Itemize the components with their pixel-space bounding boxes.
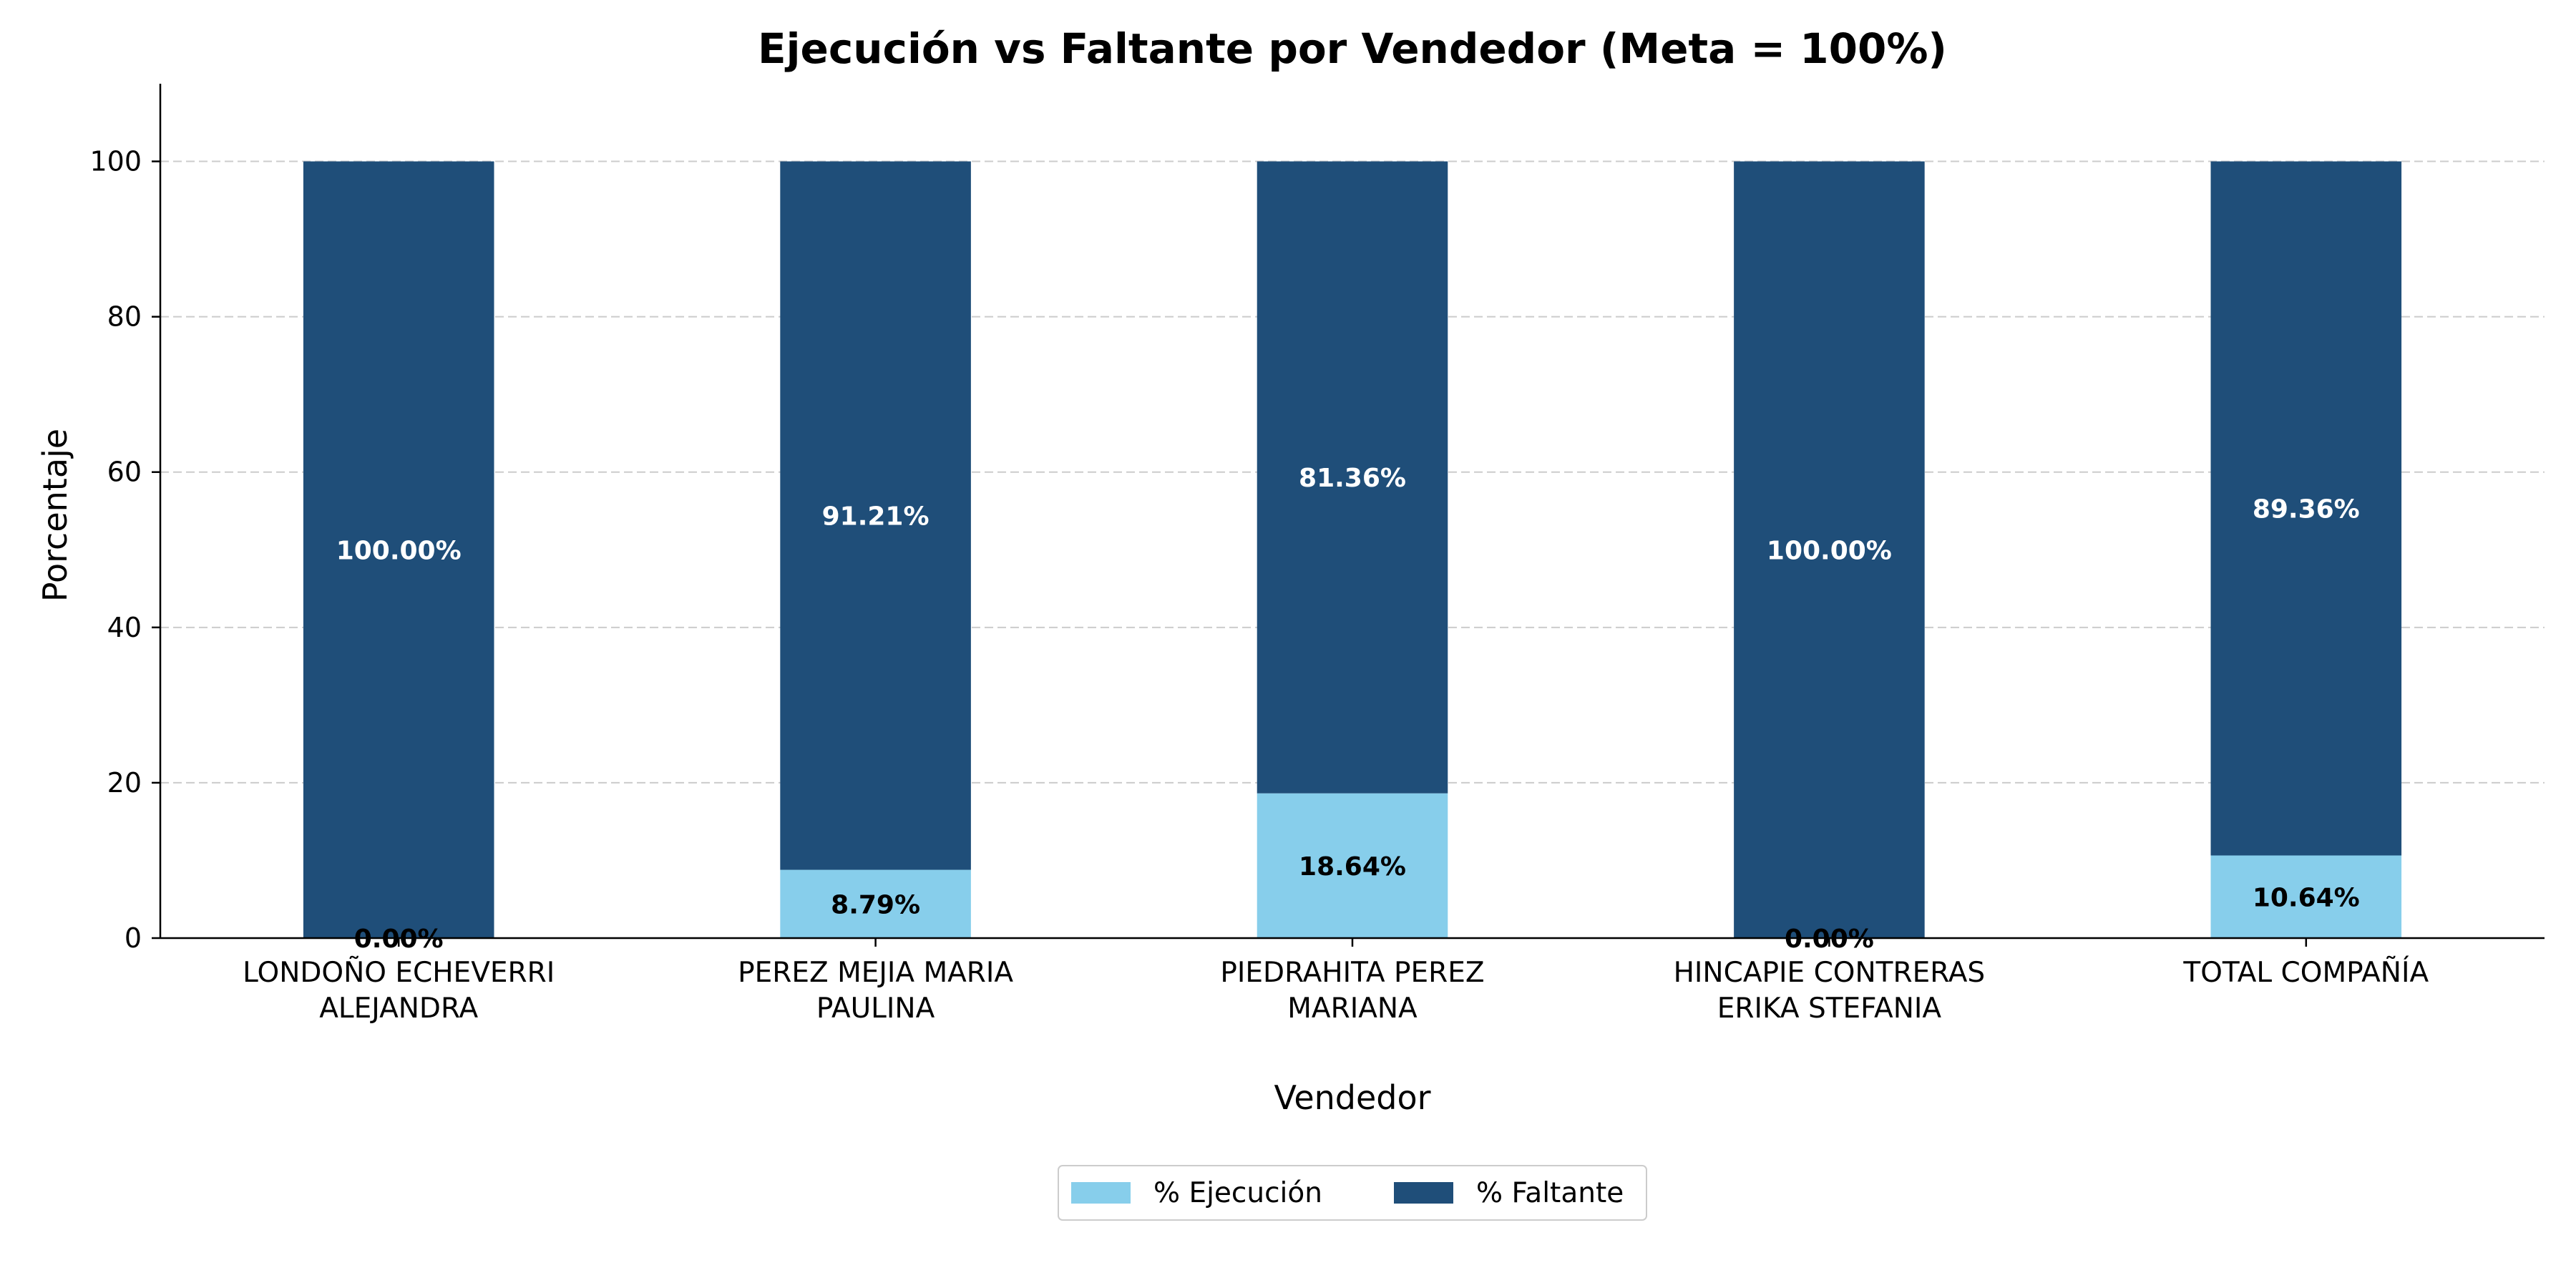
y-axis-label: Porcentaje	[36, 429, 74, 602]
data-label-ejecucion: 8.79%	[831, 890, 920, 919]
bar-faltante	[303, 161, 494, 939]
y-tick-label: 100	[89, 146, 142, 177]
data-label-faltante: 81.36%	[1299, 464, 1406, 493]
data-label-ejecucion: 0.00%	[354, 924, 444, 954]
x-tick-label: LONDOÑO ECHEVERRI	[243, 955, 555, 989]
x-tick-label: TOTAL COMPAÑÍA	[2182, 955, 2429, 989]
data-label-faltante: 91.21%	[822, 502, 930, 532]
y-tick-label: 0	[125, 922, 142, 954]
data-label-faltante: 100.00%	[1767, 536, 1892, 565]
bar-ejecucion	[1257, 793, 1448, 938]
bar-ejecucion	[780, 869, 971, 938]
x-tick-label: PEREZ MEJIA MARIA	[738, 957, 1013, 989]
chart-title: Ejecución vs Faltante por Vendedor (Meta…	[758, 24, 1947, 73]
data-label-faltante: 100.00%	[336, 536, 462, 565]
legend-label-ejecucion: % Ejecución	[1153, 1177, 1322, 1209]
y-tick-label: 40	[107, 612, 142, 643]
x-tick-label: HINCAPIE CONTRERAS	[1674, 957, 1986, 989]
legend: % Ejecución % Faltante	[1058, 1165, 1647, 1221]
bars	[303, 161, 2402, 939]
legend-box	[1058, 1165, 1647, 1221]
x-tick-label: ERIKA STEFANIA	[1717, 992, 1942, 1025]
x-tick-label: PAULINA	[816, 992, 935, 1025]
data-label-ejecucion: 18.64%	[1299, 852, 1406, 882]
data-label-faltante: 89.36%	[2253, 495, 2360, 525]
legend-swatch-ejecucion	[1071, 1182, 1131, 1204]
legend-swatch-faltante	[1394, 1182, 1453, 1204]
bar-faltante	[1734, 161, 1925, 939]
x-tick-label: MARIANA	[1287, 992, 1418, 1025]
data-label-ejecucion: 0.00%	[1785, 924, 1874, 954]
y-tick-label: 80	[107, 301, 142, 333]
data-labels: 0.00% 100.00% 8.79% 91.21% 18.64% 81.36% 0.00%…	[336, 464, 2360, 954]
x-axis-label: Vendedor	[1274, 1078, 1430, 1117]
legend-label-faltante: % Faltante	[1476, 1177, 1624, 1209]
x-tick-label: PIEDRAHITA PEREZ	[1220, 957, 1484, 989]
bar-faltante	[780, 161, 971, 870]
y-tick-label: 20	[107, 767, 142, 799]
bar-faltante	[1257, 161, 1448, 794]
bar-ejecucion	[2210, 855, 2402, 938]
x-tick-label: ALEJANDRA	[319, 992, 478, 1025]
bar-faltante	[2210, 161, 2402, 856]
y-tick-label: 60	[107, 457, 142, 488]
data-label-ejecucion: 10.64%	[2253, 883, 2360, 912]
